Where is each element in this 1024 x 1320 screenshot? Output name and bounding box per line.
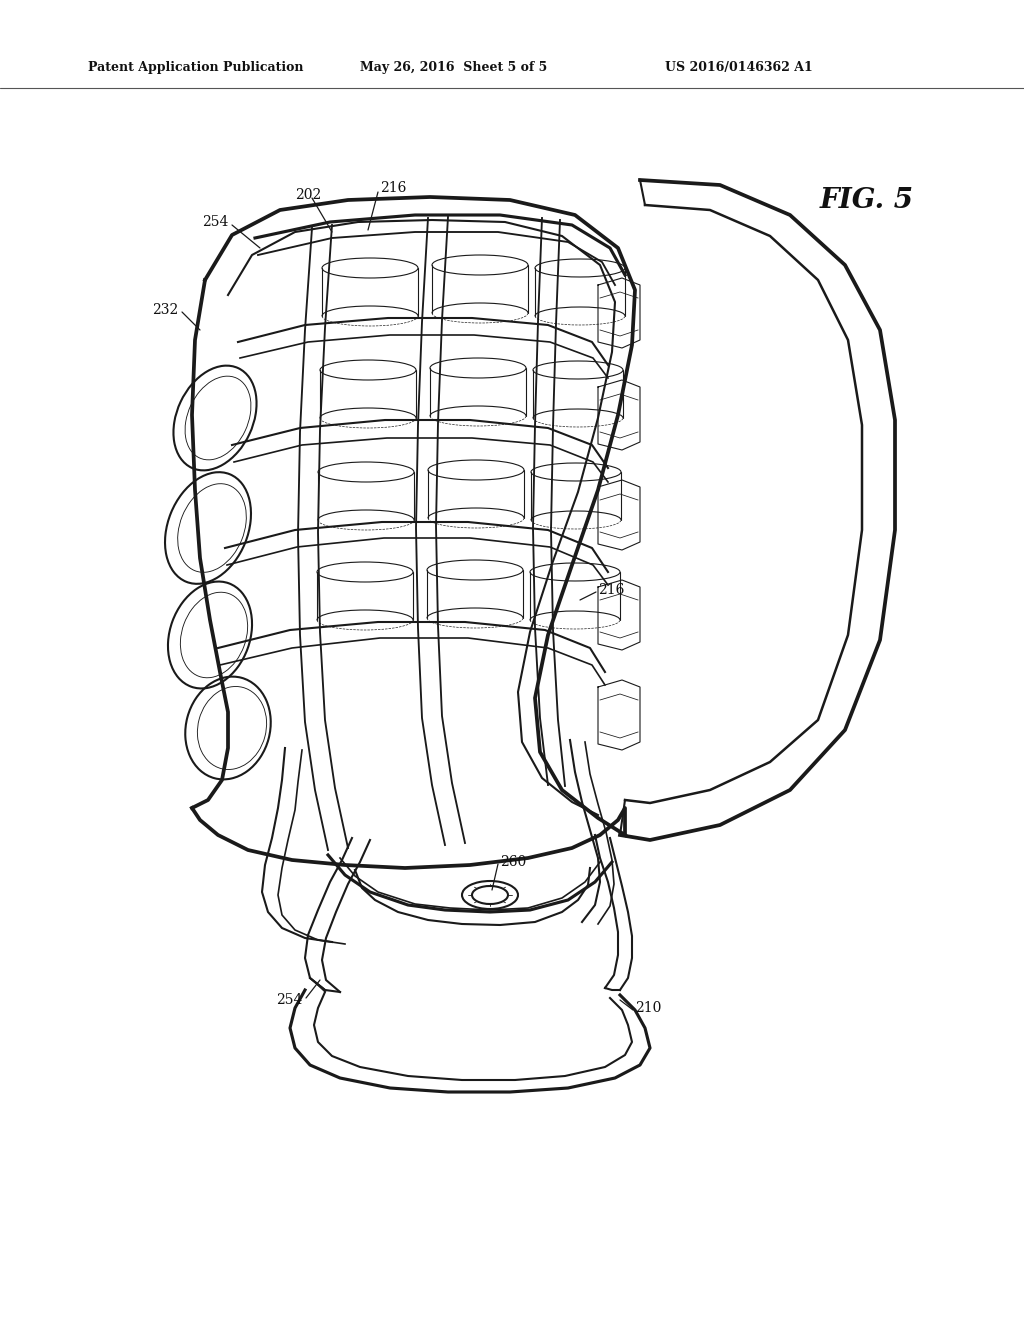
Text: May 26, 2016  Sheet 5 of 5: May 26, 2016 Sheet 5 of 5 bbox=[360, 62, 547, 74]
Text: 254: 254 bbox=[202, 215, 228, 228]
Text: 202: 202 bbox=[295, 187, 322, 202]
Text: 260: 260 bbox=[500, 855, 526, 869]
Text: 232: 232 bbox=[152, 304, 178, 317]
Text: 216: 216 bbox=[380, 181, 407, 195]
Text: 254: 254 bbox=[275, 993, 302, 1007]
Text: 216: 216 bbox=[598, 583, 625, 597]
Text: US 2016/0146362 A1: US 2016/0146362 A1 bbox=[665, 62, 813, 74]
Text: Patent Application Publication: Patent Application Publication bbox=[88, 62, 303, 74]
Text: FIG. 5: FIG. 5 bbox=[820, 186, 914, 214]
Text: 210: 210 bbox=[635, 1001, 662, 1015]
